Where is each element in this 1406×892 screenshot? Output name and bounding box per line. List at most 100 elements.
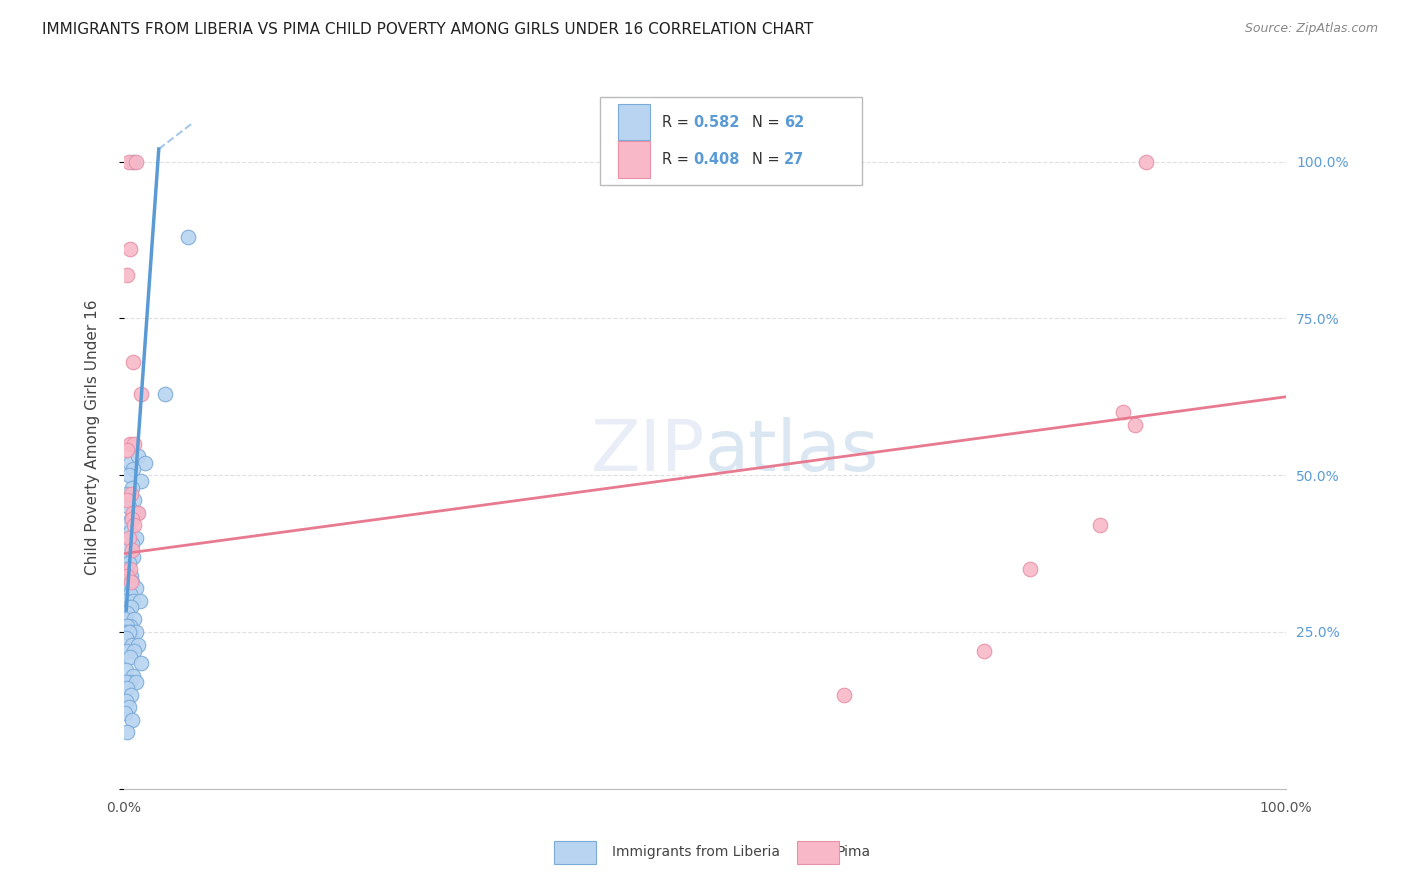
- Point: [115, 675, 138, 690]
- Point: [121, 574, 143, 589]
- Point: [122, 669, 145, 683]
- Point: [117, 531, 139, 545]
- Point: [121, 638, 143, 652]
- Point: [124, 581, 146, 595]
- Point: [127, 450, 149, 464]
- FancyBboxPatch shape: [600, 97, 862, 185]
- Point: [114, 612, 136, 626]
- Point: [1123, 417, 1146, 432]
- Point: [131, 475, 153, 489]
- Point: [117, 644, 139, 658]
- Point: [121, 713, 143, 727]
- Point: [120, 688, 142, 702]
- Point: [117, 700, 139, 714]
- Point: [121, 481, 143, 495]
- Point: [121, 537, 143, 551]
- Point: [118, 437, 141, 451]
- Point: [127, 638, 149, 652]
- Text: 0.582: 0.582: [693, 115, 740, 129]
- Point: [124, 612, 146, 626]
- Text: R =: R =: [662, 115, 693, 129]
- Point: [124, 154, 146, 169]
- Text: N =: N =: [752, 115, 785, 129]
- Point: [118, 675, 141, 690]
- Y-axis label: Child Poverty Among Girls Under 16: Child Poverty Among Girls Under 16: [86, 300, 100, 575]
- Point: [115, 632, 138, 646]
- Point: [115, 694, 138, 708]
- Point: [124, 531, 146, 545]
- Point: [973, 644, 995, 658]
- Point: [120, 624, 142, 639]
- Text: Immigrants from Liberia: Immigrants from Liberia: [612, 845, 779, 859]
- Bar: [617, 141, 650, 178]
- Point: [117, 268, 139, 282]
- Text: IMMIGRANTS FROM LIBERIA VS PIMA CHILD POVERTY AMONG GIRLS UNDER 16 CORRELATION C: IMMIGRANTS FROM LIBERIA VS PIMA CHILD PO…: [42, 22, 814, 37]
- Point: [118, 524, 141, 539]
- Point: [122, 593, 145, 607]
- Point: [1112, 405, 1135, 419]
- Point: [124, 624, 146, 639]
- Point: [118, 243, 141, 257]
- Text: 62: 62: [785, 115, 804, 129]
- Point: [131, 657, 153, 671]
- Point: [134, 456, 156, 470]
- Point: [117, 500, 139, 514]
- Point: [125, 506, 148, 520]
- Point: [117, 556, 139, 570]
- Point: [118, 456, 141, 470]
- Point: [120, 512, 142, 526]
- Point: [117, 574, 139, 589]
- Point: [127, 506, 149, 520]
- Point: [124, 437, 146, 451]
- Text: N =: N =: [752, 152, 785, 167]
- Point: [124, 493, 146, 508]
- Point: [122, 462, 145, 476]
- Point: [117, 493, 139, 508]
- Text: atlas: atlas: [704, 417, 879, 486]
- Point: [124, 675, 146, 690]
- Point: [117, 681, 139, 696]
- Point: [122, 506, 145, 520]
- Point: [114, 706, 136, 721]
- Point: [117, 599, 139, 614]
- Point: [117, 154, 139, 169]
- Point: [117, 624, 139, 639]
- Point: [114, 624, 136, 639]
- Point: [131, 386, 153, 401]
- Point: [832, 688, 855, 702]
- Point: [117, 587, 139, 601]
- Point: [118, 618, 141, 632]
- Point: [1135, 154, 1157, 169]
- Point: [120, 574, 142, 589]
- Point: [120, 487, 142, 501]
- Point: [124, 518, 146, 533]
- Point: [153, 386, 176, 401]
- Text: 0.408: 0.408: [693, 152, 740, 167]
- Text: 27: 27: [785, 152, 804, 167]
- Point: [118, 562, 141, 576]
- Point: [120, 568, 142, 582]
- Point: [117, 618, 139, 632]
- Text: Source: ZipAtlas.com: Source: ZipAtlas.com: [1244, 22, 1378, 36]
- Point: [117, 568, 139, 582]
- Text: R =: R =: [662, 152, 693, 167]
- Bar: [617, 104, 650, 140]
- Point: [118, 587, 141, 601]
- Point: [1088, 518, 1111, 533]
- Point: [124, 644, 146, 658]
- Point: [122, 154, 145, 169]
- Text: Pima: Pima: [837, 845, 870, 859]
- Point: [1019, 562, 1042, 576]
- Point: [115, 562, 138, 576]
- Point: [122, 549, 145, 564]
- Point: [117, 468, 139, 483]
- Point: [121, 543, 143, 558]
- Point: [115, 663, 138, 677]
- Point: [117, 606, 139, 620]
- Point: [115, 593, 138, 607]
- Point: [122, 355, 145, 369]
- Point: [120, 599, 142, 614]
- Point: [117, 543, 139, 558]
- Point: [117, 487, 139, 501]
- Point: [129, 593, 152, 607]
